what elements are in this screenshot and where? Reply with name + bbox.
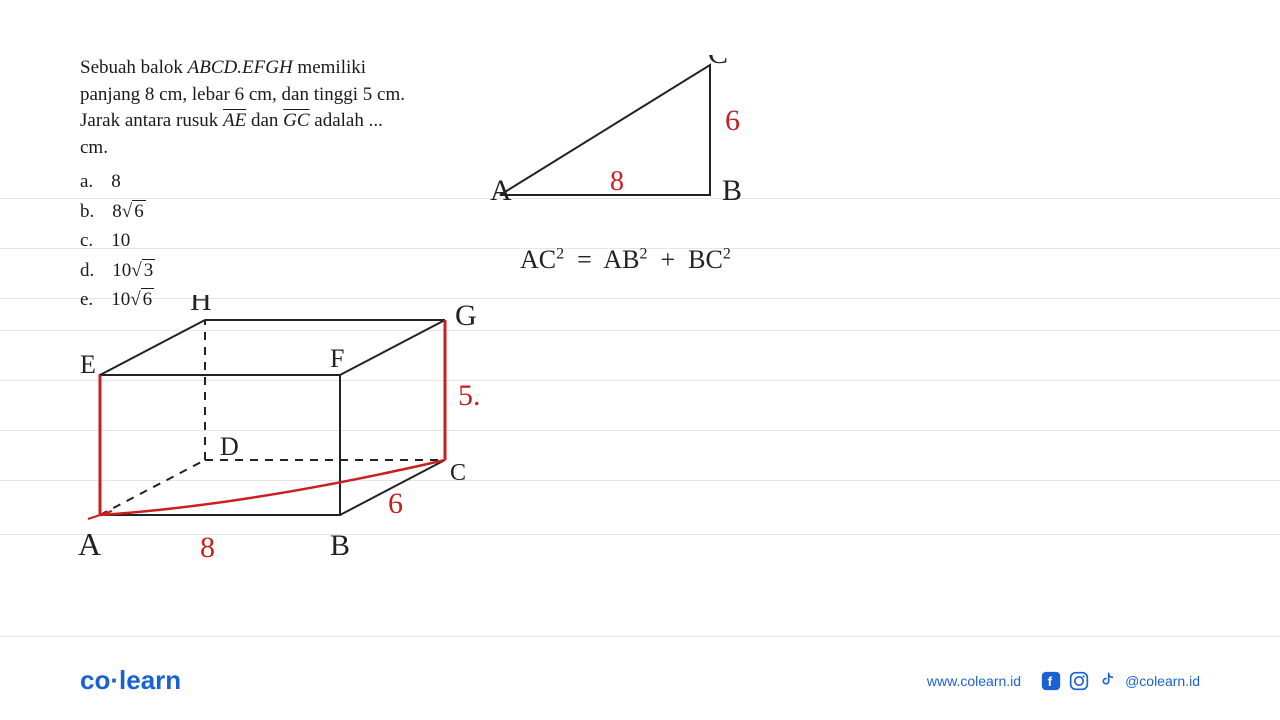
opt-a-text: 8 xyxy=(111,167,121,196)
q-l1-pre: Sebuah balok xyxy=(80,57,188,78)
question-block: Sebuah balok ABCD.EFGH memiliki panjang … xyxy=(80,55,450,315)
label-G: G xyxy=(455,299,477,332)
q-l3-mid: dan xyxy=(246,110,283,131)
label-F: F xyxy=(330,344,344,373)
question-line-4: cm. xyxy=(80,135,450,162)
footer-handle: @colearn.id xyxy=(1125,673,1200,689)
opt-d-coef: 10 xyxy=(112,260,131,281)
options-list: a. 8 b. 8√6 c. 10 d. 10√3 e. 10√6 xyxy=(80,167,450,314)
option-c: c. 10 xyxy=(80,226,450,255)
opt-b-rad: 6 xyxy=(132,200,146,222)
tri-bc: 6 xyxy=(725,104,740,137)
opt-b-letter: b. xyxy=(80,197,94,226)
q-l3-post: adalah ... xyxy=(310,110,383,131)
dim-length: 8 xyxy=(200,531,215,564)
q-ae: AE xyxy=(223,110,246,131)
footer: co·learn www.colearn.id f @colearn.id xyxy=(0,665,1280,696)
opt-d-rad: 3 xyxy=(142,259,156,281)
opt-d-sqrt: √3 xyxy=(131,256,155,285)
label-C: C xyxy=(450,460,466,486)
cuboid-diagram: E F G H A B C D 8 6 5. xyxy=(70,295,490,600)
footer-url: www.colearn.id xyxy=(927,673,1021,689)
instagram-icon xyxy=(1069,671,1089,691)
opt-b-coef: 8 xyxy=(112,201,122,222)
tri-label-C: C xyxy=(708,55,728,70)
q-l3-pre: Jarak antara rusuk xyxy=(80,110,223,131)
label-H: H xyxy=(190,295,212,317)
label-A: A xyxy=(78,526,101,562)
opt-d-letter: d. xyxy=(80,256,94,285)
dim-width: 6 xyxy=(388,487,403,520)
footer-right: www.colearn.id f @colearn.id xyxy=(927,671,1200,691)
tri-label-A: A xyxy=(490,174,512,207)
label-E: E xyxy=(80,350,96,379)
tri-label-B: B xyxy=(722,174,742,207)
opt-c-letter: c. xyxy=(80,226,93,255)
dim-height: 5. xyxy=(458,379,481,412)
option-d: d. 10√3 xyxy=(80,256,450,285)
opt-b-value: 8√6 xyxy=(112,197,145,226)
opt-b-sqrt: √6 xyxy=(122,197,146,226)
triangle-svg: A B C 8 6 xyxy=(490,55,810,225)
cuboid-svg: E F G H A B C D 8 6 5. xyxy=(70,295,490,595)
tri-ab: 8 xyxy=(610,166,624,197)
logo-post: learn xyxy=(119,665,181,695)
eq-rhs1: AB xyxy=(603,245,639,274)
question-line-2: panjang 8 cm, lebar 6 cm, dan tinggi 5 c… xyxy=(80,82,450,109)
q-gc: GC xyxy=(283,110,309,131)
eq-lhs: AC xyxy=(520,245,556,274)
option-a: a. 8 xyxy=(80,167,450,196)
logo-pre: co xyxy=(80,665,110,695)
social-icons: f @colearn.id xyxy=(1041,671,1200,691)
triangle-diagram: A B C 8 6 xyxy=(490,55,810,230)
opt-c-text: 10 xyxy=(111,226,130,255)
svg-text:f: f xyxy=(1048,674,1053,689)
question-line-1: Sebuah balok ABCD.EFGH memiliki xyxy=(80,55,450,82)
tiktok-icon xyxy=(1097,671,1117,691)
facebook-icon: f xyxy=(1041,671,1061,691)
label-B: B xyxy=(330,529,350,562)
logo-dot: · xyxy=(110,665,119,695)
opt-a-letter: a. xyxy=(80,167,93,196)
pythagoras-equation: AC2 = AB2 + BC2 xyxy=(520,245,731,275)
opt-d-value: 10√3 xyxy=(112,256,155,285)
q-l1-italic: ABCD.EFGH xyxy=(188,57,293,78)
option-b: b. 8√6 xyxy=(80,197,450,226)
eq-rhs2: BC xyxy=(688,245,723,274)
label-D: D xyxy=(220,432,239,461)
brand-logo: co·learn xyxy=(80,665,181,696)
question-line-3: Jarak antara rusuk AE dan GC adalah ... xyxy=(80,108,450,135)
q-l1-post: memiliki xyxy=(293,57,366,78)
